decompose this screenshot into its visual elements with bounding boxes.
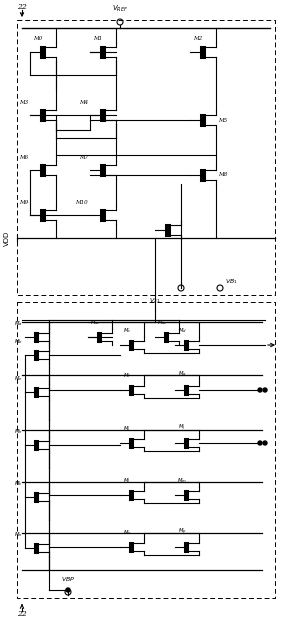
Circle shape [263, 388, 267, 392]
Text: $V_{21}$: $V_{21}$ [149, 296, 161, 305]
Text: $VBP$: $VBP$ [61, 575, 75, 583]
Circle shape [263, 441, 267, 445]
Text: M1: M1 [93, 36, 102, 41]
Text: VDD: VDD [4, 230, 10, 246]
Text: $M_o$: $M_o$ [123, 528, 132, 537]
Text: $M_k$: $M_k$ [14, 479, 23, 488]
Text: $M_a$: $M_a$ [14, 319, 23, 328]
Circle shape [258, 388, 262, 392]
Text: M0: M0 [33, 36, 42, 41]
Text: M8: M8 [218, 173, 227, 178]
Text: M5: M5 [218, 117, 227, 122]
Text: M7: M7 [79, 155, 88, 160]
Text: $M_g$: $M_g$ [178, 369, 187, 380]
Text: $M_j$: $M_j$ [178, 423, 186, 433]
Text: $M_i$: $M_i$ [124, 424, 131, 433]
Text: $VB_1$: $VB_1$ [225, 278, 238, 286]
Text: $M_d$: $M_d$ [178, 326, 187, 335]
Text: $M_e$: $M_e$ [14, 374, 23, 383]
Circle shape [66, 588, 70, 592]
Text: $M_f$: $M_f$ [123, 371, 131, 380]
Text: $M_b$: $M_b$ [14, 337, 23, 346]
Text: $M_n$: $M_n$ [14, 530, 23, 539]
Text: M10: M10 [75, 200, 88, 205]
Text: $M_{ac}$: $M_{ac}$ [157, 318, 168, 327]
Text: M6: M6 [19, 155, 28, 160]
Text: $M_{ac}$: $M_{ac}$ [90, 318, 101, 327]
Text: M9: M9 [19, 200, 28, 205]
Text: M3: M3 [19, 100, 28, 105]
Text: $M_p$: $M_p$ [178, 527, 187, 537]
Text: $M_h$: $M_h$ [14, 427, 23, 436]
Circle shape [258, 441, 262, 445]
Text: $M_c$: $M_c$ [123, 326, 132, 335]
Text: $V_{REF}$: $V_{REF}$ [112, 4, 128, 14]
Text: M4: M4 [79, 100, 88, 105]
Text: 22: 22 [17, 610, 27, 618]
Text: M2: M2 [193, 36, 202, 41]
Text: $M_m$: $M_m$ [177, 476, 187, 485]
Text: $M_l$: $M_l$ [124, 476, 131, 485]
Text: 22: 22 [17, 3, 27, 11]
